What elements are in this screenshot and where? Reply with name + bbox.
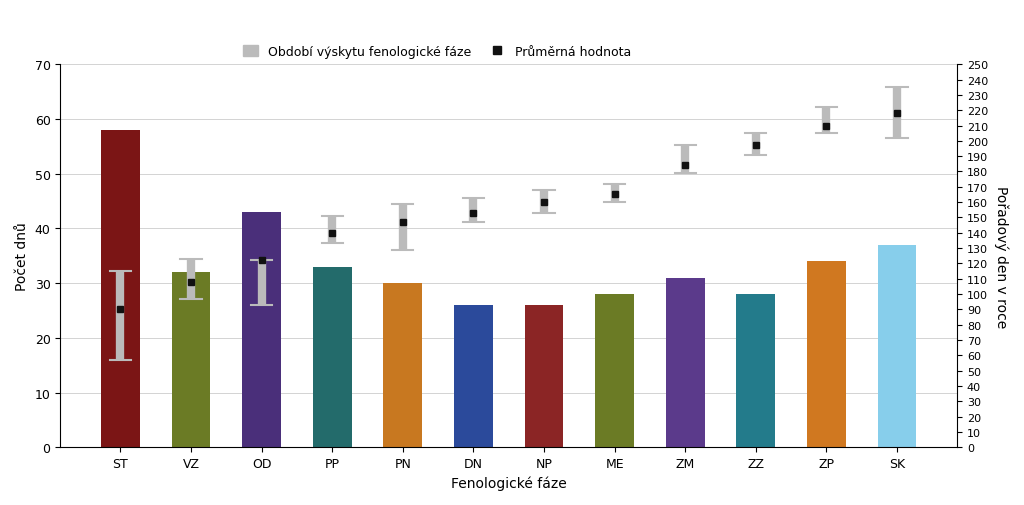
Bar <box>243 213 281 447</box>
Bar <box>383 283 422 447</box>
Bar <box>807 262 846 447</box>
Bar <box>666 278 705 447</box>
Legend: Období výskytu fenologické fáze, Průměrná hodnota: Období výskytu fenologické fáze, Průměrn… <box>238 41 636 64</box>
Y-axis label: Pořadový den v roce: Pořadový den v roce <box>994 185 1009 327</box>
Bar <box>736 294 775 447</box>
Bar <box>313 267 351 447</box>
Bar <box>878 245 916 447</box>
Bar <box>524 306 563 447</box>
Bar <box>172 273 211 447</box>
Bar <box>595 294 634 447</box>
X-axis label: Fenologické fáze: Fenologické fáze <box>451 476 566 490</box>
Y-axis label: Počet dnů: Počet dnů <box>15 222 29 290</box>
Bar <box>101 131 140 447</box>
Bar <box>454 306 493 447</box>
